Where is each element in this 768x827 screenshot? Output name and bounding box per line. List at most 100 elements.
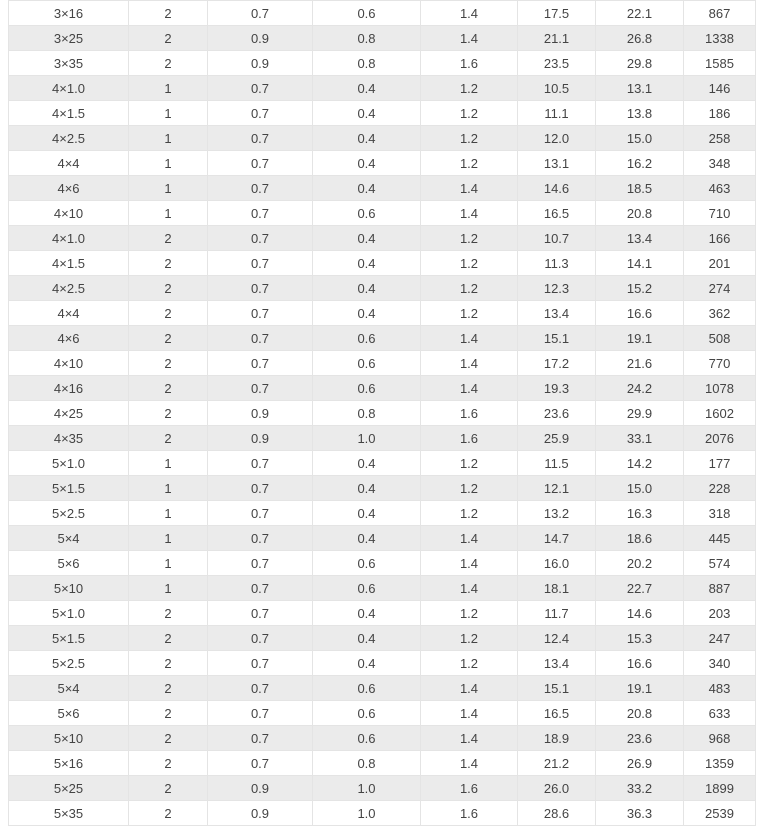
table-cell: 1359	[683, 750, 756, 776]
table-cell: 2	[128, 775, 208, 801]
specs-table: 3×16 2 0.7 0.6 1.4 17.5 22.1 867 3×25 2 0.9 0.8 1.4 2…	[8, 0, 756, 826]
table-cell: 0.7	[207, 150, 313, 176]
table-cell: 1.0	[312, 800, 421, 826]
table-cell: 16.6	[595, 300, 684, 326]
table-cell: 5×10	[8, 725, 129, 751]
table-cell: 0.9	[207, 800, 313, 826]
table-cell: 1.6	[420, 775, 518, 801]
table-row: 3×16 2 0.7 0.6 1.4 17.5 22.1 867	[8, 0, 756, 26]
table-cell: 0.4	[312, 300, 421, 326]
table-row: 5×4 1 0.7 0.4 1.4 14.7 18.6 445	[8, 525, 756, 551]
table-cell: 1.4	[420, 200, 518, 226]
table-cell: 0.7	[207, 375, 313, 401]
table-row: 4×2.5 2 0.7 0.4 1.2 12.3 15.2 274	[8, 275, 756, 301]
table-cell: 18.6	[595, 525, 684, 551]
table-cell: 26.9	[595, 750, 684, 776]
table-cell: 4×2.5	[8, 275, 129, 301]
table-cell: 0.8	[312, 25, 421, 51]
table-row: 4×1.0 1 0.7 0.4 1.2 10.5 13.1 146	[8, 75, 756, 101]
table-cell: 10.5	[517, 75, 596, 101]
table-cell: 1.4	[420, 550, 518, 576]
table-cell: 1.4	[420, 575, 518, 601]
table-cell: 2	[128, 425, 208, 451]
table-cell: 1.4	[420, 675, 518, 701]
table-cell: 1	[128, 450, 208, 476]
table-cell: 5×25	[8, 775, 129, 801]
table-cell: 186	[683, 100, 756, 126]
table-cell: 4×1.5	[8, 100, 129, 126]
table-cell: 1	[128, 150, 208, 176]
table-cell: 13.4	[517, 650, 596, 676]
table-row: 3×25 2 0.9 0.8 1.4 21.1 26.8 1338	[8, 25, 756, 51]
table-cell: 0.9	[207, 50, 313, 76]
table-cell: 0.6	[312, 675, 421, 701]
table-cell: 274	[683, 275, 756, 301]
table-cell: 770	[683, 350, 756, 376]
table-cell: 0.7	[207, 500, 313, 526]
table-cell: 5×2.5	[8, 650, 129, 676]
table-row: 5×1.0 2 0.7 0.4 1.2 11.7 14.6 203	[8, 600, 756, 626]
table-cell: 710	[683, 200, 756, 226]
table-cell: 5×1.5	[8, 475, 129, 501]
table-cell: 2	[128, 275, 208, 301]
table-cell: 0.8	[312, 400, 421, 426]
table-cell: 0.7	[207, 475, 313, 501]
table-cell: 0.7	[207, 200, 313, 226]
table-cell: 1.4	[420, 375, 518, 401]
table-cell: 14.6	[595, 600, 684, 626]
table-row: 3×35 2 0.9 0.8 1.6 23.5 29.8 1585	[8, 50, 756, 76]
table-cell: 20.8	[595, 200, 684, 226]
table-cell: 1899	[683, 775, 756, 801]
table-cell: 0.9	[207, 400, 313, 426]
table-cell: 2	[128, 225, 208, 251]
table-cell: 633	[683, 700, 756, 726]
table-cell: 1585	[683, 50, 756, 76]
table-cell: 247	[683, 625, 756, 651]
table-cell: 11.7	[517, 600, 596, 626]
table-cell: 0.7	[207, 675, 313, 701]
table-cell: 1	[128, 100, 208, 126]
table-cell: 18.1	[517, 575, 596, 601]
table-cell: 1.4	[420, 750, 518, 776]
table-row: 4×25 2 0.9 0.8 1.6 23.6 29.9 1602	[8, 400, 756, 426]
table-cell: 0.6	[312, 575, 421, 601]
table-cell: 1	[128, 75, 208, 101]
table-cell: 2	[128, 725, 208, 751]
table-row: 4×6 2 0.7 0.6 1.4 15.1 19.1 508	[8, 325, 756, 351]
table-cell: 0.4	[312, 450, 421, 476]
table-cell: 33.2	[595, 775, 684, 801]
table-row: 4×1.0 2 0.7 0.4 1.2 10.7 13.4 166	[8, 225, 756, 251]
table-cell: 2539	[683, 800, 756, 826]
table-cell: 0.6	[312, 700, 421, 726]
table-cell: 4×16	[8, 375, 129, 401]
table-cell: 0.4	[312, 250, 421, 276]
table-cell: 10.7	[517, 225, 596, 251]
table-cell: 5×1.0	[8, 600, 129, 626]
table-cell: 1.2	[420, 225, 518, 251]
table-cell: 0.4	[312, 150, 421, 176]
table-cell: 17.2	[517, 350, 596, 376]
table-cell: 2	[128, 300, 208, 326]
table-cell: 0.9	[207, 775, 313, 801]
table-cell: 1.2	[420, 300, 518, 326]
table-cell: 1.6	[420, 800, 518, 826]
table-cell: 1.6	[420, 50, 518, 76]
table-cell: 1.2	[420, 450, 518, 476]
table-cell: 2076	[683, 425, 756, 451]
table-cell: 33.1	[595, 425, 684, 451]
table-row: 5×1.5 2 0.7 0.4 1.2 12.4 15.3 247	[8, 625, 756, 651]
table-cell: 463	[683, 175, 756, 201]
table-cell: 21.2	[517, 750, 596, 776]
table-cell: 1.6	[420, 400, 518, 426]
table-cell: 17.5	[517, 0, 596, 26]
table-cell: 13.1	[595, 75, 684, 101]
table-cell: 0.7	[207, 750, 313, 776]
table-cell: 0.7	[207, 100, 313, 126]
table-cell: 0.7	[207, 625, 313, 651]
table-cell: 29.9	[595, 400, 684, 426]
table-cell: 1.4	[420, 700, 518, 726]
table-row: 4×1.5 1 0.7 0.4 1.2 11.1 13.8 186	[8, 100, 756, 126]
table-cell: 867	[683, 0, 756, 26]
table-cell: 887	[683, 575, 756, 601]
table-cell: 19.1	[595, 325, 684, 351]
